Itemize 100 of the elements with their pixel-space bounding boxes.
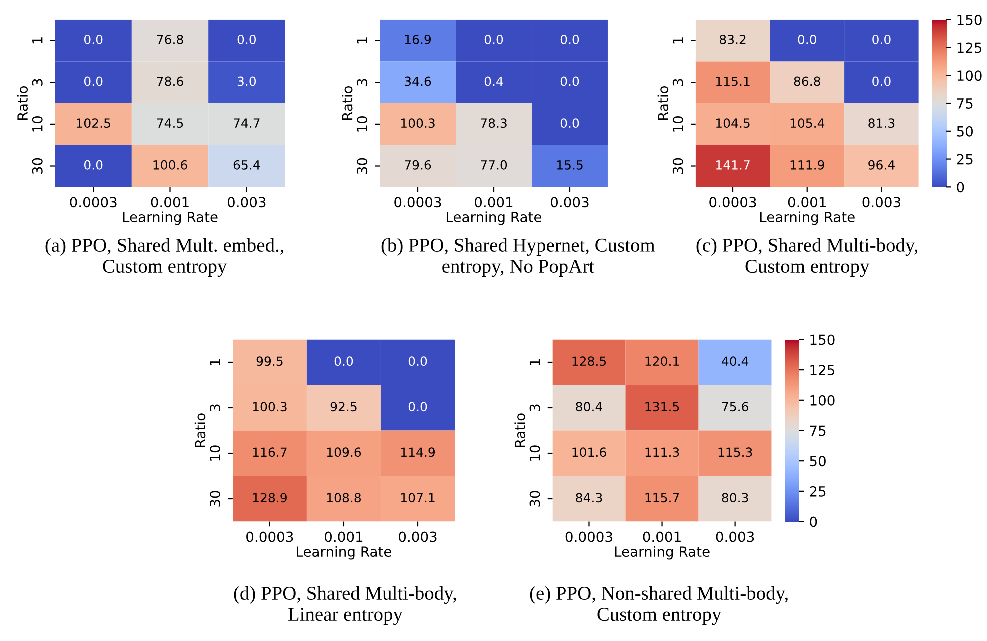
data-label: 76.8 [157,34,184,44]
y-tick-label: 3 [32,79,43,86]
x-axis-title: Learning Rate [615,546,710,560]
data-label: 83.2 [720,34,746,44]
data-label: 65.4 [234,160,260,170]
data-label: 34.6 [405,76,432,86]
y-axis-title: Ratio [194,414,206,448]
x-tick-label: 0.0003 [394,197,442,208]
x-tick-label: 0.001 [475,197,513,208]
x-tick-label: 0.003 [228,197,266,208]
data-label: 96.4 [868,160,895,170]
y-axis-title: Ratio [658,86,669,120]
data-label: 128.9 [253,493,287,503]
data-label: 0.0 [560,118,580,128]
data-label: 78.3 [481,118,507,128]
x-tick-label: 0.001 [643,532,681,542]
data-label: 111.9 [790,160,824,170]
text: (b) PPO, Shared Hypernet, Custom entropy, No PopArt [382,238,656,278]
data-label: 84.3 [576,493,602,503]
y-tick-label: 1 [210,359,220,366]
x-tick-label: 0.001 [788,197,826,208]
color-bar-label: 100 [958,70,982,82]
x-axis-title: Learning Rate [123,212,218,226]
data-label: 74.5 [157,118,184,128]
data-label: 111.3 [646,448,680,458]
y-tick-label: 3 [210,404,221,412]
text: (d) PPO, Shared Multi-body, Linear entropy [234,586,456,626]
data-label: 100.6 [154,160,188,170]
color-bar-label: 125 [958,42,982,54]
data-label: 0.0 [238,34,256,44]
data-label: 0.0 [84,34,103,44]
y-tick-label: 10 [530,446,540,461]
x-tick-label: 0.0003 [710,197,756,208]
color-bar-label: 50 [810,456,826,467]
y-tick-label: 3 [357,79,368,86]
x-tick-label: 0.0003 [566,532,612,542]
data-label: 114.9 [401,448,436,458]
color-bar-label: 150 [958,14,982,26]
data-label: 100.3 [253,402,287,412]
data-label: 75.6 [722,402,748,412]
data-label: 0.0 [872,34,891,44]
x-axis-title: Learning Rate [760,212,855,226]
data-label: 105.4 [790,118,825,128]
data-label: 116.7 [253,448,287,458]
data-label: 0.0 [84,160,103,170]
y-tick-label: 10 [357,116,368,132]
x-tick-label: 0.003 [716,532,754,542]
y-tick-label: 30 [672,158,684,174]
data-label: 99.5 [256,356,283,366]
color-bar-label: 0 [810,516,818,528]
x-tick-label: 0.0003 [246,532,294,542]
data-label: 79.6 [405,160,432,170]
data-label: 0.0 [408,402,428,412]
y-tick-label: 1 [673,38,684,44]
color-bar-label: 125 [810,365,834,376]
y-tick-label: 30 [357,158,368,174]
y-tick-label: 30 [530,491,540,507]
x-tick-label: 0.001 [151,197,189,208]
data-label: 0.4 [484,76,504,86]
y-tick-label: 10 [32,116,43,132]
data-label: 115.1 [716,76,750,86]
data-label: 15.5 [557,160,583,170]
data-label: 0.0 [798,34,816,44]
data-label: 108.8 [327,493,362,503]
x-tick-label: 0.0003 [70,197,117,208]
data-label: 0.0 [84,76,103,86]
data-label: 40.4 [722,356,749,366]
data-label: 3.0 [238,76,256,86]
data-label: 128.5 [572,356,606,366]
data-label: 109.6 [327,448,362,458]
data-label: 92.5 [330,402,357,412]
color-bar-label: 50 [957,126,974,137]
data-label: 0.0 [408,356,428,366]
data-label: 80.3 [722,493,748,503]
color-bar-label: 0 [957,182,964,193]
data-label: 0.0 [484,34,504,44]
text: (a) PPO, Shared Mult. embed., Custom entropy [46,238,284,278]
data-label: 0.0 [872,76,891,86]
text: (c) PPO, Shared Multi-body, Custom entropy [696,238,918,278]
y-tick-label: 3 [672,79,684,86]
data-label: 100.3 [401,118,435,128]
y-tick-label: 1 [530,359,540,366]
y-tick-label: 1 [32,38,43,44]
y-tick-label: 1 [357,38,368,44]
y-axis-title: Ratio [514,414,526,448]
color-bar-label: 25 [957,154,973,165]
data-label: 74.7 [234,118,260,128]
y-tick-label: 10 [672,116,684,132]
y-tick-label: 30 [32,158,43,174]
data-label: 0.0 [560,76,580,86]
data-label: 120.1 [646,356,680,366]
data-label: 80.4 [576,402,602,412]
data-label: 78.6 [157,76,184,86]
y-axis-title: Ratio [342,86,353,120]
y-tick-label: 3 [530,404,540,412]
data-label: 86.8 [794,76,820,86]
color-bar-label: 75 [810,426,826,436]
data-label: 77.0 [481,160,508,170]
x-tick-label: 0.003 [862,197,900,208]
data-label: 107.1 [401,493,435,503]
